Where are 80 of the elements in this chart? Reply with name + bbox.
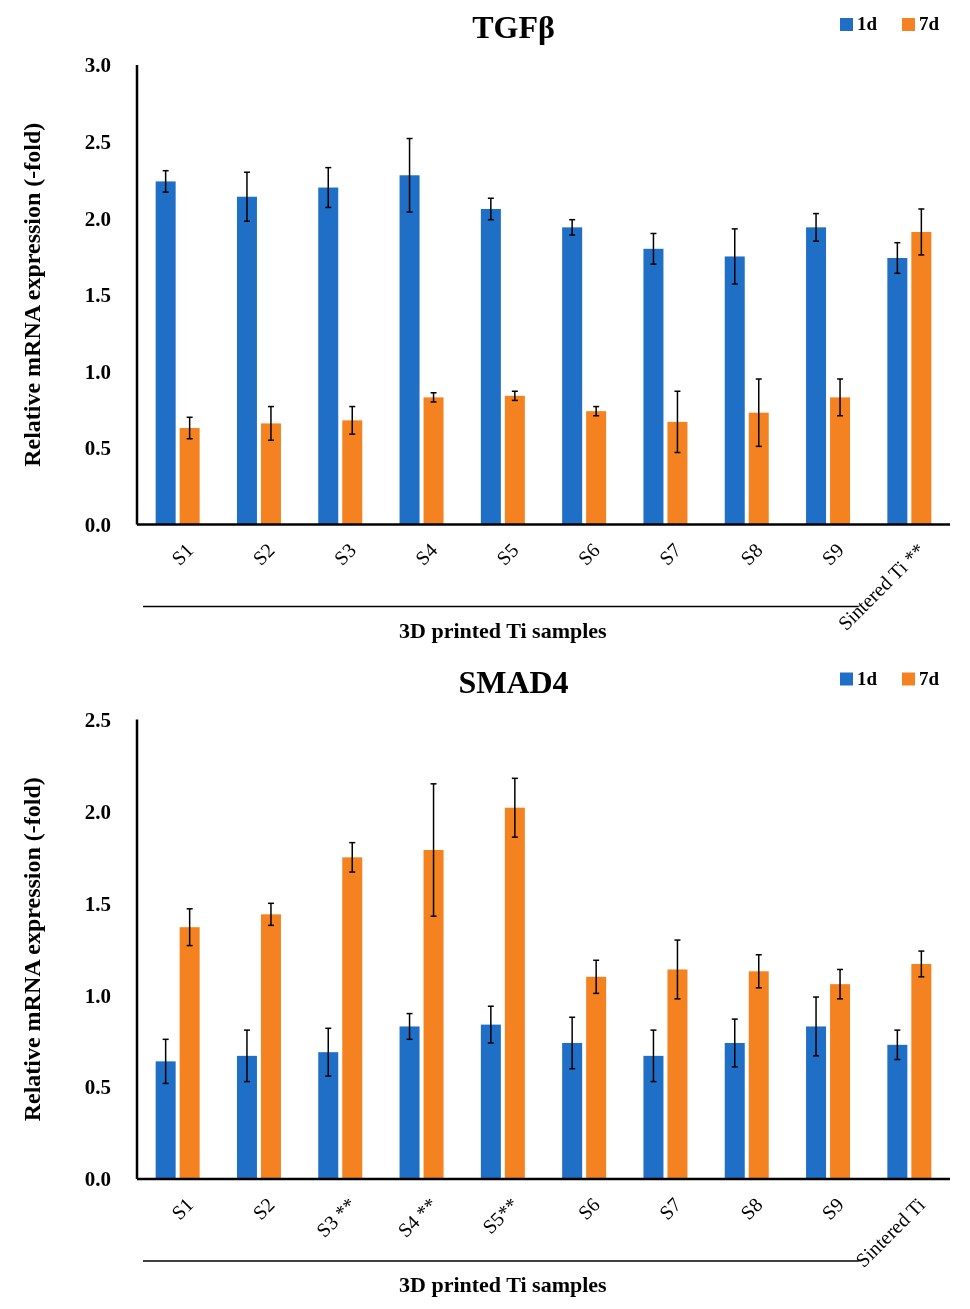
- y-tick-label: 0.0: [84, 1167, 111, 1192]
- bar: [342, 420, 363, 525]
- bar: [806, 227, 827, 525]
- x-axis-title: 3D printed Ti samples: [399, 617, 608, 643]
- bar: [399, 175, 420, 525]
- x-tick-label: S2: [248, 538, 279, 570]
- x-tick-label: S4: [410, 538, 442, 570]
- bar: [667, 421, 688, 525]
- x-tick-label: S6: [573, 538, 604, 570]
- bar: [155, 1061, 176, 1179]
- bar: [423, 850, 444, 1179]
- bar: [643, 1055, 664, 1179]
- x-tick-label: S3: [329, 538, 361, 570]
- bar: [830, 397, 851, 525]
- bar: [887, 1044, 908, 1179]
- y-axis-title: Relative mRNA expression (-fold): [19, 777, 45, 1122]
- bar: [806, 1026, 827, 1179]
- legend-label: 1d: [857, 667, 878, 689]
- bar: [179, 428, 200, 525]
- x-tick-label: S9: [817, 538, 848, 570]
- bar: [318, 187, 339, 525]
- y-tick-label: 2.0: [84, 799, 111, 824]
- bar: [586, 976, 607, 1179]
- bar: [260, 423, 281, 525]
- bar: [586, 411, 607, 525]
- x-tick-label: S6: [573, 1193, 604, 1224]
- legend-label: 1d: [857, 13, 878, 34]
- y-tick-label: 1.5: [84, 283, 111, 308]
- bar: [423, 397, 444, 525]
- y-tick-label: 1.0: [84, 983, 111, 1008]
- bar: [236, 196, 257, 525]
- y-tick-label: 0.0: [84, 512, 111, 537]
- bar: [887, 257, 908, 525]
- bar: [667, 969, 688, 1179]
- bar: [748, 412, 769, 525]
- bar: [179, 927, 200, 1179]
- legend-label: 7d: [919, 13, 940, 34]
- bar: [911, 231, 932, 525]
- y-tick-label: 2.5: [84, 707, 111, 732]
- x-tick-label: S4 **: [393, 1193, 442, 1242]
- bar: [643, 248, 664, 525]
- x-tick-label: S7: [654, 538, 686, 570]
- y-tick-label: 0.5: [84, 436, 111, 461]
- bar: [260, 914, 281, 1179]
- chart-title: TGFβ: [472, 9, 555, 45]
- x-tick-label: S9: [817, 1193, 848, 1224]
- bar: [724, 1042, 745, 1179]
- bar: [399, 1026, 420, 1179]
- bar: [562, 227, 583, 525]
- bar: [504, 807, 525, 1179]
- y-tick-label: 3.0: [84, 53, 111, 78]
- bar: [342, 857, 363, 1179]
- bar: [830, 984, 851, 1179]
- y-tick-label: 0.5: [84, 1075, 111, 1100]
- x-tick-label: S8: [736, 1193, 767, 1224]
- y-tick-label: 1.5: [84, 891, 111, 916]
- x-tick-label: S3 **: [311, 1193, 361, 1242]
- bar: [504, 395, 525, 525]
- bar: [155, 181, 176, 525]
- y-tick-label: 2.0: [84, 206, 111, 231]
- x-tick-label: S8: [736, 538, 767, 570]
- x-tick-label: S1: [166, 538, 198, 570]
- bar: [562, 1042, 583, 1179]
- bar: [724, 256, 745, 525]
- y-tick-label: 2.5: [84, 129, 111, 154]
- y-tick-label: 1.0: [84, 359, 111, 384]
- x-tick-label: S7: [654, 1193, 686, 1224]
- x-tick-label: S1: [166, 1193, 198, 1224]
- bar: [480, 1024, 501, 1179]
- x-axis-title: 3D printed Ti samples: [399, 1272, 608, 1297]
- bar: [318, 1052, 339, 1179]
- x-tick-label: S2: [248, 1193, 279, 1224]
- bar: [748, 971, 769, 1179]
- bar: [480, 208, 501, 525]
- y-axis-title: Relative mRNA expression (-fold): [19, 122, 45, 467]
- bar: [911, 963, 932, 1179]
- legend-label: 7d: [919, 667, 940, 689]
- chart-title: SMAD4: [458, 663, 569, 700]
- bar: [236, 1055, 257, 1179]
- x-tick-label: S5: [492, 538, 523, 570]
